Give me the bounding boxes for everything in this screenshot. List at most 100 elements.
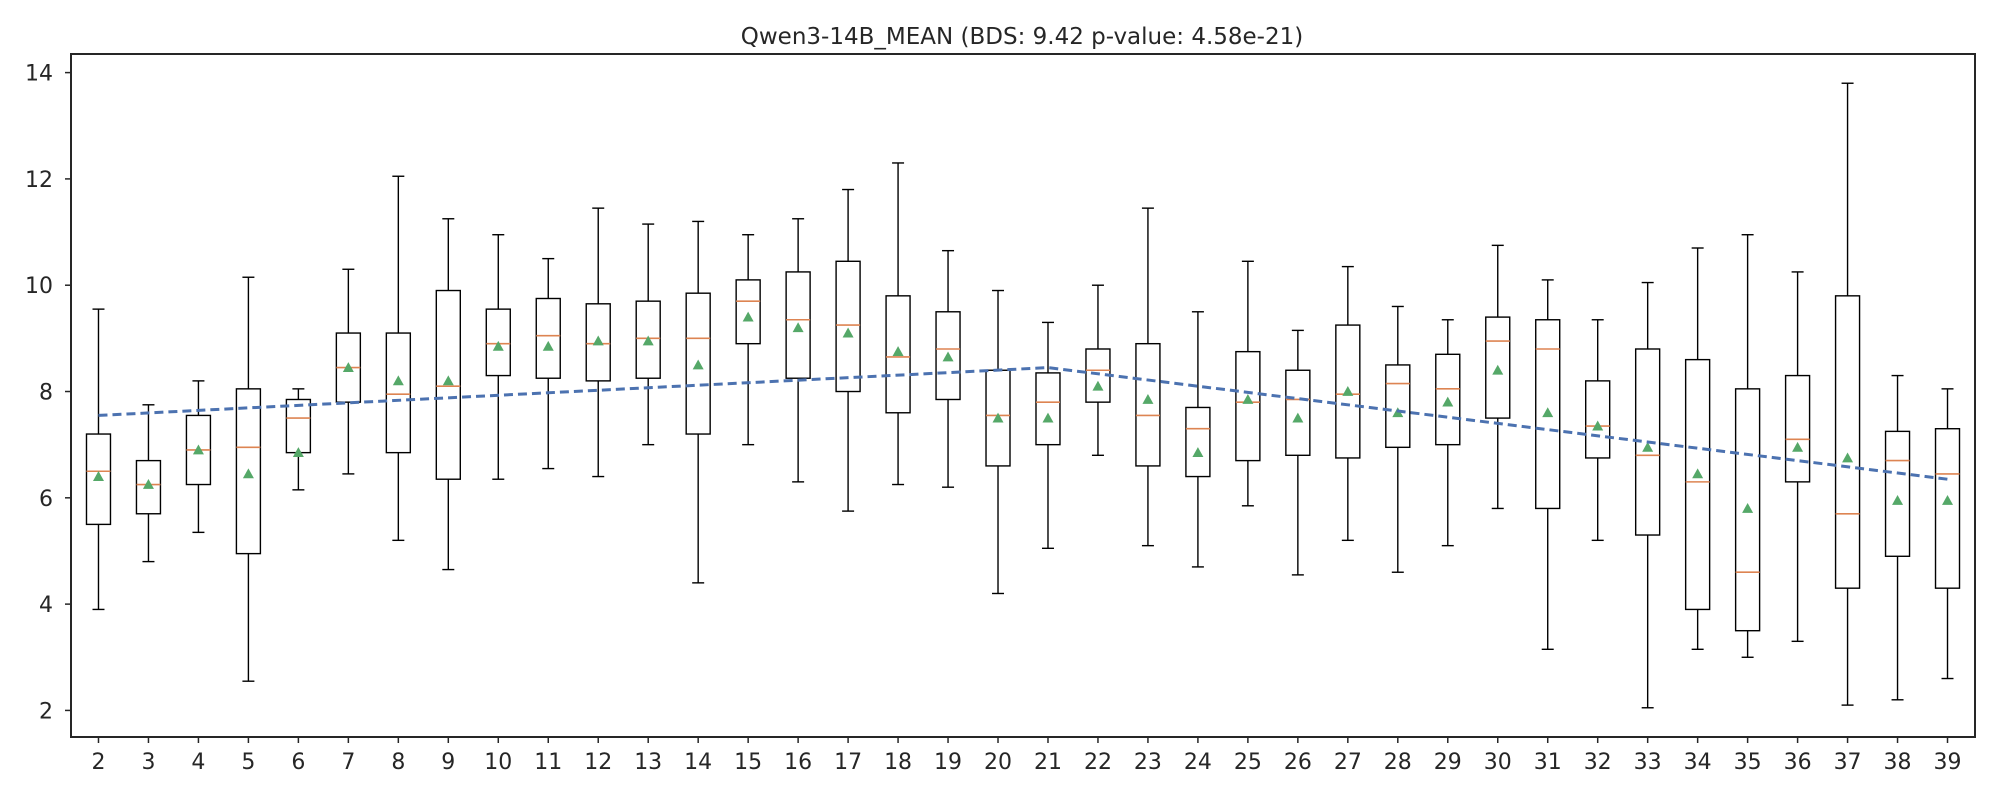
x-tick-label: 13 — [634, 750, 662, 775]
mean-marker — [342, 362, 354, 372]
box-iqr — [285, 398, 312, 454]
box-group — [185, 380, 212, 534]
box-group — [1185, 311, 1211, 568]
box-group — [985, 289, 1011, 595]
box-iqr — [635, 300, 661, 379]
x-tick-label: 34 — [1684, 750, 1712, 775]
box-iqr — [1934, 428, 1961, 589]
box-group — [1235, 260, 1261, 507]
x-tick-label: 20 — [984, 750, 1012, 775]
x-tick-label: 23 — [1134, 750, 1162, 775]
box-iqr — [585, 303, 611, 382]
box-iqr — [1485, 316, 1511, 419]
box-iqr — [1535, 319, 1561, 510]
mean-marker — [592, 335, 604, 346]
x-tick-label: 15 — [734, 750, 762, 775]
mean-marker — [142, 479, 154, 489]
trend-line — [98, 366, 1948, 481]
box-iqr — [1135, 342, 1161, 467]
box-iqr — [1285, 369, 1311, 456]
mean-marker — [792, 322, 804, 333]
x-tick-label: 37 — [1834, 750, 1862, 775]
x-tick-label: 9 — [441, 750, 455, 775]
mean-marker — [1592, 420, 1604, 431]
box-iqr — [85, 433, 112, 526]
box-iqr — [1585, 380, 1611, 459]
plot-frame — [70, 53, 1976, 738]
box-iqr — [885, 295, 911, 414]
mean-marker — [1442, 396, 1454, 407]
box-group — [335, 268, 362, 475]
x-tick-label: 22 — [1084, 750, 1112, 775]
y-tick-label: 6 — [39, 487, 53, 512]
mean-marker — [1142, 393, 1154, 404]
x-tick-label: 27 — [1334, 750, 1362, 775]
x-tick-label: 38 — [1884, 750, 1912, 775]
box-group — [1135, 207, 1161, 547]
mean-marker — [942, 351, 954, 362]
mean-marker — [1292, 412, 1304, 423]
box-group — [635, 223, 661, 446]
mean-marker — [92, 471, 104, 481]
mean-marker — [1192, 447, 1204, 458]
mean-marker — [692, 359, 704, 370]
mean-marker — [492, 340, 504, 351]
x-tick-label: 19 — [934, 750, 962, 775]
box-group — [735, 234, 761, 446]
box-group — [1385, 305, 1411, 573]
x-tick-label: 24 — [1184, 750, 1212, 775]
box-group — [135, 404, 162, 563]
box-group — [785, 218, 811, 483]
box-group — [285, 388, 312, 491]
mean-marker — [1642, 441, 1654, 452]
x-tick-label: 39 — [1934, 750, 1962, 775]
box-iqr — [235, 388, 262, 555]
box-iqr — [785, 271, 811, 379]
x-tick-label: 36 — [1784, 750, 1812, 775]
x-tick-label: 10 — [484, 750, 512, 775]
x-tick-label: 25 — [1234, 750, 1262, 775]
x-tick-label: 35 — [1734, 750, 1762, 775]
box-iqr — [1834, 295, 1861, 589]
x-tick-label: 26 — [1284, 750, 1312, 775]
mean-marker — [1242, 393, 1254, 404]
box-group — [835, 188, 861, 512]
box-group — [385, 175, 412, 542]
box-group — [1585, 319, 1611, 542]
box-group — [485, 234, 511, 480]
box-group — [1684, 247, 1711, 650]
x-tick-label: 16 — [784, 750, 812, 775]
box-iqr — [735, 279, 761, 345]
x-tick-label: 14 — [684, 750, 712, 775]
mean-marker — [1792, 441, 1804, 452]
x-tick-label: 6 — [291, 750, 305, 775]
box-iqr — [385, 332, 412, 454]
mean-marker — [1492, 364, 1504, 375]
mean-marker — [992, 412, 1004, 423]
box-iqr — [485, 308, 511, 377]
box-group — [1535, 279, 1561, 650]
x-tick-label: 33 — [1634, 750, 1662, 775]
x-tick-label: 29 — [1434, 750, 1462, 775]
box-group — [585, 207, 611, 478]
mean-marker — [1042, 412, 1054, 423]
mean-marker — [642, 335, 654, 346]
box-iqr — [1235, 350, 1261, 462]
box-iqr — [1185, 406, 1211, 478]
y-tick-label: 12 — [25, 168, 53, 193]
mean-marker — [1342, 386, 1354, 396]
mean-marker — [742, 311, 754, 322]
box-group — [535, 257, 561, 470]
box-iqr — [1684, 358, 1711, 611]
box-group — [1734, 234, 1761, 658]
box-iqr — [1335, 324, 1361, 459]
y-tick-label: 2 — [39, 699, 53, 724]
x-tick-label: 31 — [1534, 750, 1562, 775]
box-group — [1784, 271, 1811, 643]
box-iqr — [1784, 374, 1811, 483]
box-iqr — [935, 311, 961, 401]
box-group — [1285, 329, 1311, 576]
box-group — [235, 276, 262, 682]
box-iqr — [535, 297, 561, 379]
